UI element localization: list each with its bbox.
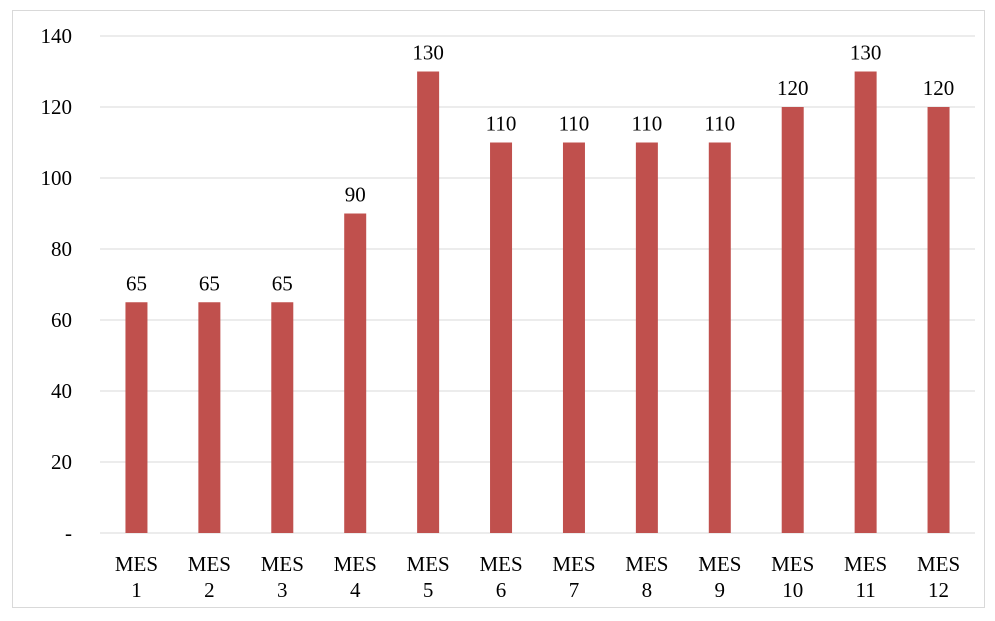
x-tick-label: 2 — [204, 578, 215, 602]
data-label: 65 — [126, 271, 147, 295]
x-tick-label: MES — [771, 552, 814, 576]
x-axis: MES1MES2MES3MES4MES5MES6MES7MES8MES9MES1… — [115, 552, 960, 602]
y-tick-label: 40 — [51, 379, 72, 403]
data-label: 130 — [850, 41, 882, 65]
x-tick-label: 1 — [131, 578, 142, 602]
x-tick-label: 7 — [569, 578, 580, 602]
x-tick-label: 11 — [856, 578, 876, 602]
y-tick-label: 100 — [41, 166, 73, 190]
x-tick-label: MES — [479, 552, 522, 576]
bar-mes-11 — [854, 71, 877, 533]
y-tick-label: 120 — [41, 95, 73, 119]
x-tick-label: 10 — [782, 578, 803, 602]
data-label: 130 — [412, 41, 444, 65]
data-label: 90 — [345, 183, 366, 207]
data-label: 65 — [272, 271, 293, 295]
bar-mes-7 — [562, 142, 585, 533]
y-tick-label: 60 — [51, 308, 72, 332]
x-tick-label: MES — [625, 552, 668, 576]
x-tick-label: MES — [261, 552, 304, 576]
y-tick-label: - — [65, 521, 72, 545]
data-label: 120 — [923, 76, 955, 100]
x-tick-label: MES — [844, 552, 887, 576]
bar-mes-12 — [927, 107, 950, 533]
bar-mes-10 — [781, 107, 804, 533]
bars — [125, 71, 950, 533]
bar-mes-6 — [490, 142, 513, 533]
bar-mes-8 — [635, 142, 658, 533]
x-tick-label: 6 — [496, 578, 507, 602]
x-tick-label: MES — [552, 552, 595, 576]
y-axis: - 20 40 60 80 100 120 140 — [41, 24, 73, 545]
data-label: 110 — [486, 112, 517, 136]
bar-mes-3 — [271, 302, 294, 533]
data-label: 120 — [777, 76, 809, 100]
y-tick-label: 140 — [41, 24, 73, 48]
x-tick-label: MES — [698, 552, 741, 576]
data-label: 110 — [704, 112, 735, 136]
bar-mes-5 — [417, 71, 440, 533]
bar-mes-9 — [708, 142, 731, 533]
x-tick-label: MES — [334, 552, 377, 576]
data-labels: 65 65 65 90 130 110 110 110 110 120 130 120 — [126, 41, 954, 296]
data-label: 110 — [632, 112, 663, 136]
data-label: 110 — [559, 112, 590, 136]
gridlines — [100, 35, 975, 534]
x-tick-label: 3 — [277, 578, 288, 602]
x-tick-label: 4 — [350, 578, 361, 602]
x-tick-label: 12 — [928, 578, 949, 602]
x-tick-label: 8 — [642, 578, 653, 602]
y-tick-label: 80 — [51, 237, 72, 261]
bar-mes-1 — [125, 302, 148, 533]
x-tick-label: MES — [917, 552, 960, 576]
x-tick-label: MES — [407, 552, 450, 576]
data-label: 65 — [199, 271, 220, 295]
bar-mes-2 — [198, 302, 221, 533]
x-tick-label: MES — [115, 552, 158, 576]
x-tick-label: 5 — [423, 578, 434, 602]
x-tick-label: MES — [188, 552, 231, 576]
x-tick-label: 9 — [715, 578, 726, 602]
bar-mes-4 — [344, 213, 367, 533]
y-tick-label: 20 — [51, 450, 72, 474]
